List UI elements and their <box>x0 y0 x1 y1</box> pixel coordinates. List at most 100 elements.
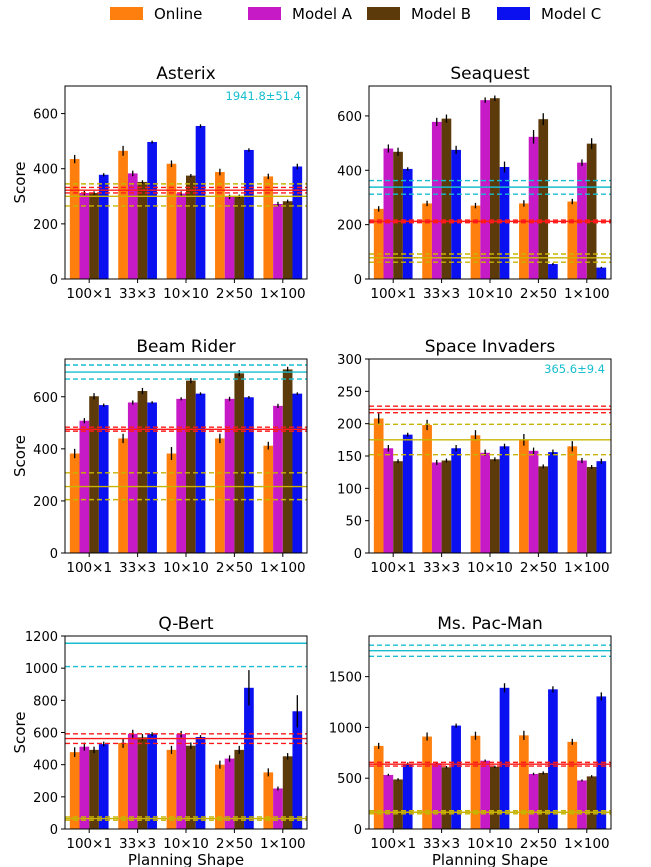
x-tick-label: 100×1 <box>370 560 416 576</box>
bar-online-10-10 <box>470 435 481 553</box>
x-tick-label: 33×3 <box>423 836 460 852</box>
y-tick-label: 250 <box>337 385 362 400</box>
bar-model-c-100-1 <box>402 434 413 553</box>
bar-online-10-10 <box>166 749 177 829</box>
bar-model-a-33-3 <box>431 121 442 279</box>
x-tick-label: 1×100 <box>564 286 610 302</box>
bar-online-10-10 <box>470 735 481 829</box>
legend-swatch <box>110 7 143 20</box>
plot-area <box>369 644 611 829</box>
bar-model-c-33-3 <box>451 725 461 829</box>
bar-model-b-100-1 <box>393 779 403 829</box>
bar-model-c-100-1 <box>98 174 109 279</box>
y-tick-label: 400 <box>33 443 58 458</box>
bar-model-a-10-10 <box>176 398 186 553</box>
panel-title: Q-Bert <box>158 614 213 634</box>
panel-q-bert: 0 200 400 600 800 1000 1200 100×1 33×3 10×10 2×50 1… <box>11 614 308 867</box>
bar-model-c-2-50 <box>244 397 254 553</box>
bar-online-2-50 <box>215 172 225 279</box>
y-tick-label: 800 <box>33 694 58 709</box>
bar-online-33-3 <box>118 742 128 829</box>
bar-model-b-2-50 <box>538 772 549 829</box>
bar-online-2-50 <box>519 735 529 829</box>
bar-model-a-10-10 <box>480 452 490 553</box>
bar-model-b-33-3 <box>441 767 452 829</box>
x-tick-label: 1×100 <box>260 836 306 852</box>
bar-model-a-1-100 <box>273 405 283 553</box>
x-tick-label: 2×50 <box>520 836 557 852</box>
bar-model-b-10-10 <box>490 766 500 829</box>
bar-model-a-33-3 <box>431 763 442 829</box>
x-tick-label: 10×10 <box>163 286 209 302</box>
bar-online-10-10 <box>166 453 177 553</box>
x-tick-label: 1×100 <box>260 286 306 302</box>
y-tick-label: 300 <box>337 353 362 368</box>
bar-model-b-1-100 <box>586 776 597 829</box>
bar-online-2-50 <box>519 203 529 279</box>
legend-label: Model A <box>292 5 353 23</box>
legend-item-model-b: Model B <box>367 5 471 23</box>
legend-label: Online <box>154 5 202 23</box>
bar-model-b-10-10 <box>186 745 196 829</box>
x-tick-label: 100×1 <box>66 836 112 852</box>
bar-model-b-33-3 <box>441 118 452 279</box>
annotation-offscale-value: 365.6±9.4 <box>544 362 605 376</box>
bar-model-c-10-10 <box>195 125 206 279</box>
y-tick-label: 600 <box>33 391 58 406</box>
x-tick-label: 10×10 <box>163 560 209 576</box>
bar-model-a-10-10 <box>480 100 490 279</box>
y-tick-label: 100 <box>337 482 362 497</box>
bar-model-b-33-3 <box>441 460 452 553</box>
bar-model-c-33-3 <box>147 734 157 829</box>
bar-model-c-2-50 <box>548 264 558 279</box>
panel-space-invaders: 0 50 100 150 200 250 300 100×1 33×3 10×10 2×50 1×10… <box>337 337 612 576</box>
bar-online-1-100 <box>263 176 274 279</box>
bar-online-2-50 <box>215 764 225 829</box>
bar-online-33-3 <box>422 424 432 553</box>
bar-model-b-1-100 <box>586 466 597 553</box>
plot-area <box>65 642 307 829</box>
x-tick-label: 33×3 <box>119 560 156 576</box>
bar-model-c-10-10 <box>195 393 206 553</box>
bar-online-2-50 <box>215 438 225 553</box>
plot-area <box>65 364 307 553</box>
legend-label: Model B <box>411 5 471 23</box>
y-tick-label: 200 <box>33 791 58 806</box>
panel-title: Space Invaders <box>425 337 556 357</box>
bar-online-10-10 <box>166 163 177 279</box>
bar-online-33-3 <box>422 203 432 279</box>
bar-model-a-2-50 <box>224 398 235 553</box>
y-tick-label: 0 <box>50 823 58 838</box>
bar-model-a-1-100 <box>273 788 283 829</box>
bar-online-1-100 <box>567 446 578 553</box>
bar-online-33-3 <box>118 438 128 553</box>
x-tick-label: 100×1 <box>370 286 416 302</box>
legend-item-model-a: Model A <box>248 5 353 23</box>
panel-ms-pac-man: 0 500 1000 1500 100×1 33×3 10×10 2×50 1×100 Ms. P… <box>329 614 612 867</box>
x-tick-label: 1×100 <box>260 560 306 576</box>
y-tick-label: 0 <box>50 547 58 562</box>
bar-model-b-33-3 <box>137 391 148 553</box>
bar-online-100-1 <box>373 418 384 553</box>
bar-model-c-1-100 <box>596 461 607 553</box>
bar-model-a-2-50 <box>224 758 235 829</box>
x-tick-label: 100×1 <box>370 836 416 852</box>
plot-area <box>65 124 307 279</box>
bar-online-100-1 <box>69 453 80 553</box>
bar-online-10-10 <box>470 205 481 279</box>
bar-model-c-2-50 <box>244 687 254 829</box>
x-tick-label: 100×1 <box>66 560 112 576</box>
y-tick-label: 400 <box>33 759 58 774</box>
x-tick-label: 10×10 <box>163 836 209 852</box>
plot-area <box>369 95 611 279</box>
bar-online-2-50 <box>519 439 529 553</box>
bar-model-b-1-100 <box>282 369 293 553</box>
bar-model-c-33-3 <box>147 402 157 553</box>
y-axis-label: Score <box>11 711 29 753</box>
legend-swatch <box>497 7 530 20</box>
bar-online-100-1 <box>373 208 384 279</box>
bar-model-a-100-1 <box>383 448 394 553</box>
panel-title: Asterix <box>156 64 215 84</box>
x-tick-label: 10×10 <box>467 560 513 576</box>
